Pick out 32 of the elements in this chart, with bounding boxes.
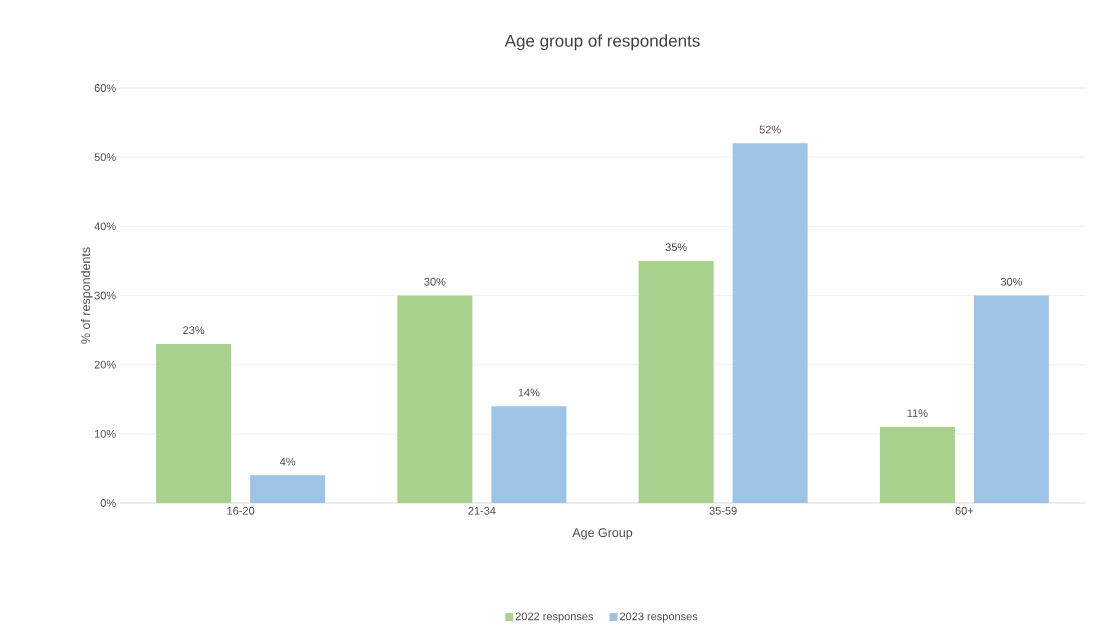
bar [973,295,1049,503]
data-label: 30% [1000,277,1022,286]
data-label: 14% [518,388,540,397]
x-tick-label: 16-20 [227,506,255,515]
x-tick-label: 60+ [955,506,974,515]
data-label: 4% [279,457,296,466]
chart-title: Age group of respondents [504,34,700,51]
y-tick-label: 60% [94,84,116,92]
legend-label: 2022 responses [515,612,594,623]
y-tick-label: 10% [94,429,116,438]
legend-label: 2023 responses [620,612,698,623]
bar [491,406,567,503]
x-axis-title: Age Group [572,528,633,540]
bar [250,475,326,503]
data-label: 30% [424,277,446,286]
bar [638,260,714,503]
y-tick-label: 0% [100,499,116,507]
y-axis-title: % of respondents [80,247,93,344]
y-tick-label: 50% [94,153,116,162]
data-label: 11% [907,409,928,418]
y-tick-label: 30% [94,291,116,300]
bar [732,143,808,503]
y-tick-label: 20% [94,360,116,369]
x-tick-label: 35-59 [709,506,737,515]
bar [156,343,232,503]
data-label: 35% [665,243,687,252]
y-tick-label: 40% [94,222,116,231]
bar [879,426,955,503]
x-tick-label: 21-34 [468,506,496,515]
data-label: 23% [183,326,205,335]
data-label: 52% [759,125,781,134]
bar [397,295,473,503]
